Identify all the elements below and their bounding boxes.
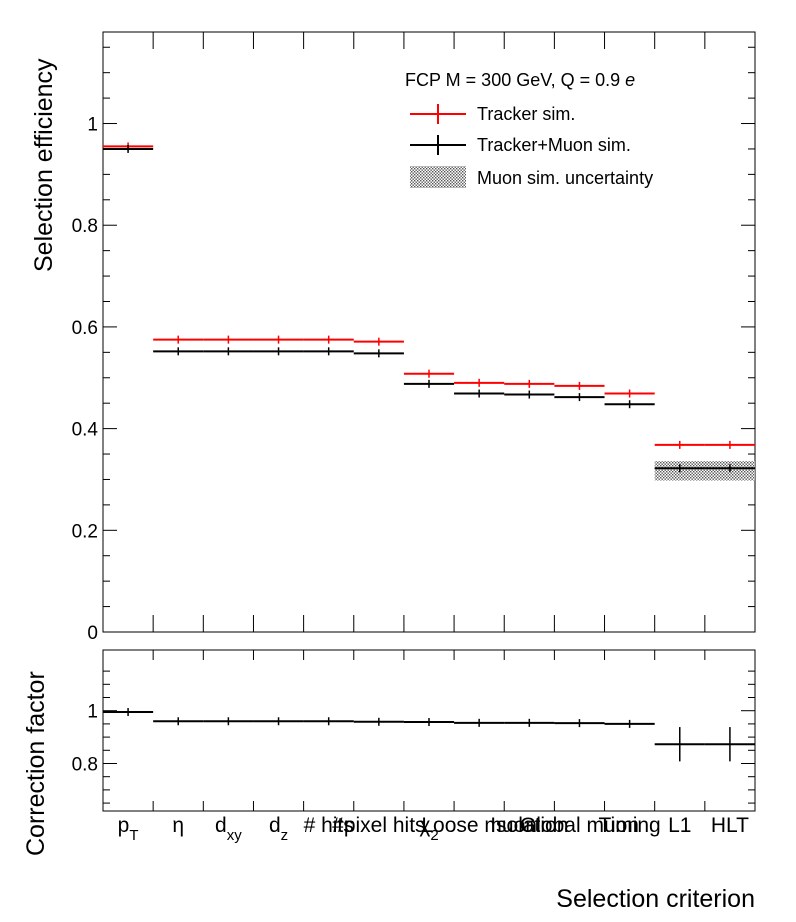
category-label: χ2 xyxy=(419,814,438,844)
y-tick-label: 0.8 xyxy=(72,216,98,237)
annotation-italic: e xyxy=(625,70,635,90)
legend-label-tracker-muon-sim: Tracker+Muon sim. xyxy=(477,135,631,155)
legend-label-tracker-sim: Tracker sim. xyxy=(477,104,575,124)
category-label: HLT xyxy=(711,814,749,837)
efficiency-x-ticks xyxy=(152,32,706,632)
category-label: Loose muon xyxy=(421,814,537,837)
chart-annotation: FCP M = 300 GeV, Q = 0.9 e xyxy=(405,70,635,90)
y-tick-label: 0.6 xyxy=(72,318,98,339)
annotation-text: FCP M = 300 GeV, Q = 0.9 xyxy=(405,70,625,90)
y-tick-label: 0 xyxy=(87,623,98,644)
legend-label-muon-sim-uncertainty: Muon sim. uncertainty xyxy=(477,168,653,188)
y-tick-label: 0.2 xyxy=(72,521,98,542)
category-label: Global muon xyxy=(520,814,639,837)
efficiency-series-layer xyxy=(103,142,755,473)
category-label: η xyxy=(172,814,184,837)
legend-entry-tracker-muon-sim: Tracker+Muon sim. xyxy=(410,135,631,155)
y-tick-label: 1 xyxy=(87,115,98,136)
legend-entry-muon-sim-uncertainty: Muon sim. uncertainty xyxy=(410,166,653,188)
correction-series-layer xyxy=(103,708,755,762)
category-label: dz xyxy=(269,814,288,844)
efficiency-y-axis-title: Selection efficiency xyxy=(30,58,58,272)
category-label: dxy xyxy=(215,814,242,844)
category-label: L1 xyxy=(668,814,691,837)
correction-x-ticks xyxy=(152,650,706,811)
category-label: # hits xyxy=(304,814,354,837)
uncertainty-band-layer xyxy=(654,461,755,481)
category-label: Isolation xyxy=(490,814,568,837)
legend-entry-tracker-sim: Tracker sim. xyxy=(410,104,575,124)
ratio-tick-label: 0.8 xyxy=(72,754,98,775)
correction-y-axis-title: Correction factor xyxy=(22,671,50,856)
ratio-tick-label: 1 xyxy=(87,702,98,723)
category-label: pT xyxy=(118,814,139,844)
uncertainty-band xyxy=(654,461,755,481)
efficiency-y-ticks: 0 0.2 0.4 0.6 0.8 1 xyxy=(72,46,755,644)
correction-y-ticks: 0.81 xyxy=(72,670,755,804)
legend: Tracker sim. Tracker+Muon sim. Muon sim.… xyxy=(410,104,653,188)
y-tick-label: 0.4 xyxy=(72,420,99,441)
category-label: Timing xyxy=(598,814,660,837)
efficiency-plot-frame xyxy=(102,31,756,633)
category-label: #pixel hits xyxy=(332,814,425,837)
x-axis-title: Selection criterion xyxy=(556,885,755,913)
correction-plot-frame xyxy=(102,649,756,812)
